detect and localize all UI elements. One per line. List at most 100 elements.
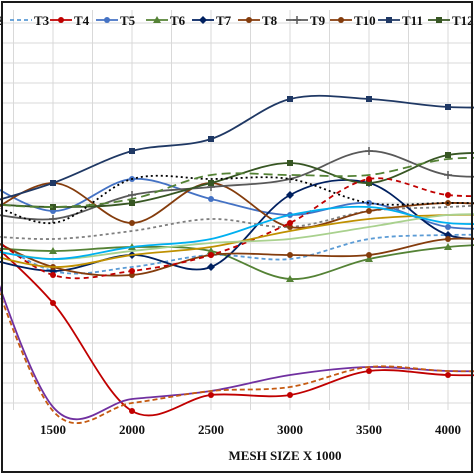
data-point-t11: [129, 148, 135, 154]
series-line-t11: [0, 94, 474, 201]
data-point-t12: [50, 204, 56, 210]
x-tick-label: 2500: [198, 422, 224, 437]
legend-label: T5: [120, 13, 136, 28]
legend-item-t9: T9: [286, 13, 326, 28]
data-point-t6: [286, 275, 294, 282]
x-tick-labels: 1500 2000 2500 3000 3500 4000: [40, 422, 461, 437]
data-point-t6: [365, 255, 373, 262]
data-point-t11: [445, 104, 451, 110]
legend-label: T7: [216, 13, 232, 28]
data-point-t6: [444, 243, 452, 250]
legend: T2T3T4T5T6T7T8T9T10T11T12: [0, 13, 474, 28]
series-line-t5: [0, 178, 474, 230]
series-layer: [0, 94, 474, 424]
legend-item-t8: T8: [238, 13, 278, 28]
data-point-t10: [366, 252, 372, 258]
data-point-t9: [365, 147, 373, 155]
series-t4: [0, 249, 474, 417]
series-unnamed-13: [0, 291, 474, 424]
data-point-t12: [208, 180, 214, 186]
data-point-t4: [208, 392, 214, 398]
data-point-t11: [287, 96, 293, 102]
series-line-unnamed-13: [0, 291, 474, 424]
data-point-t12: [129, 200, 135, 206]
series-unnamed-11: [0, 174, 474, 224]
data-point-t5: [366, 200, 372, 206]
data-point-t7: [286, 191, 294, 199]
data-point-t12: [287, 160, 293, 166]
series-unnamed-18: [0, 156, 474, 208]
legend-label: T9: [310, 13, 326, 28]
data-point-t6: [49, 247, 57, 254]
data-point-t4: [129, 408, 135, 414]
series-line-unnamed-11: [0, 174, 474, 224]
series-line-unnamed-17: [0, 205, 474, 260]
data-point-t5: [445, 224, 451, 230]
x-tick-label: 3000: [277, 422, 303, 437]
data-point-t9: [444, 171, 452, 179]
data-point-t4: [445, 372, 451, 378]
legend-label: T11: [402, 13, 423, 28]
data-point-t11: [366, 96, 372, 102]
data-point-t8: [129, 220, 135, 226]
series-t11: [0, 94, 474, 201]
data-point-unnamed-14: [208, 252, 214, 258]
data-point-t5: [208, 196, 214, 202]
legend-item-t5: T5: [96, 13, 136, 28]
legend-marker: [246, 17, 252, 23]
data-point-t10: [445, 236, 451, 242]
data-point-t9: [49, 215, 57, 223]
x-tick-label: 3500: [356, 422, 382, 437]
legend-label: T8: [262, 13, 278, 28]
data-point-t4: [287, 392, 293, 398]
data-point-t9: [128, 191, 136, 199]
series-t2: [0, 204, 474, 240]
data-point-t6: [207, 247, 215, 254]
data-point-t4: [50, 300, 56, 306]
legend-item-t12: T12: [428, 13, 474, 28]
data-point-unnamed-14: [366, 176, 372, 182]
legend-item-t4: T4: [50, 13, 90, 28]
legend-item-t10: T10: [330, 13, 376, 28]
data-point-t12: [366, 180, 372, 186]
data-point-t12: [445, 152, 451, 158]
legend-label: T4: [74, 13, 90, 28]
legend-marker: [386, 17, 392, 23]
legend-marker: [58, 17, 64, 23]
data-point-t11: [208, 136, 214, 142]
series-line-unnamed-18: [0, 156, 474, 208]
legend-marker: [199, 16, 207, 24]
x-tick-label: 2000: [119, 422, 145, 437]
legend-label: T10: [354, 13, 376, 28]
series-line-t2: [0, 204, 474, 240]
data-point-unnamed-14: [287, 220, 293, 226]
x-axis-title: MESH SIZE X 1000: [228, 448, 341, 463]
data-point-t11: [50, 180, 56, 186]
series-unnamed-17: [0, 205, 474, 260]
data-point-t7: [207, 263, 215, 271]
legend-marker: [436, 17, 442, 23]
legend-item-t7: T7: [192, 13, 232, 28]
legend-marker: [104, 17, 110, 23]
legend-label: T12: [452, 13, 474, 28]
legend-marker: [293, 16, 301, 24]
legend-marker: [153, 16, 161, 23]
legend-marker: [338, 17, 344, 23]
legend-item-t3: T3: [10, 13, 50, 28]
data-point-t4: [366, 368, 372, 374]
series-line-t9: [0, 150, 474, 221]
data-point-t8: [366, 208, 372, 214]
data-point-t10: [287, 252, 293, 258]
data-point-unnamed-14: [50, 272, 56, 278]
x-tick-label: 4000: [435, 422, 461, 437]
x-tick-label: 1500: [40, 422, 66, 437]
legend-label: T6: [170, 13, 186, 28]
series-line-t8: [0, 182, 474, 229]
data-point-unnamed-14: [445, 192, 451, 198]
legend-item-t6: T6: [146, 13, 186, 28]
series-t5: [0, 176, 474, 230]
series-line-t6: [0, 244, 474, 280]
legend-label: T3: [34, 13, 50, 28]
